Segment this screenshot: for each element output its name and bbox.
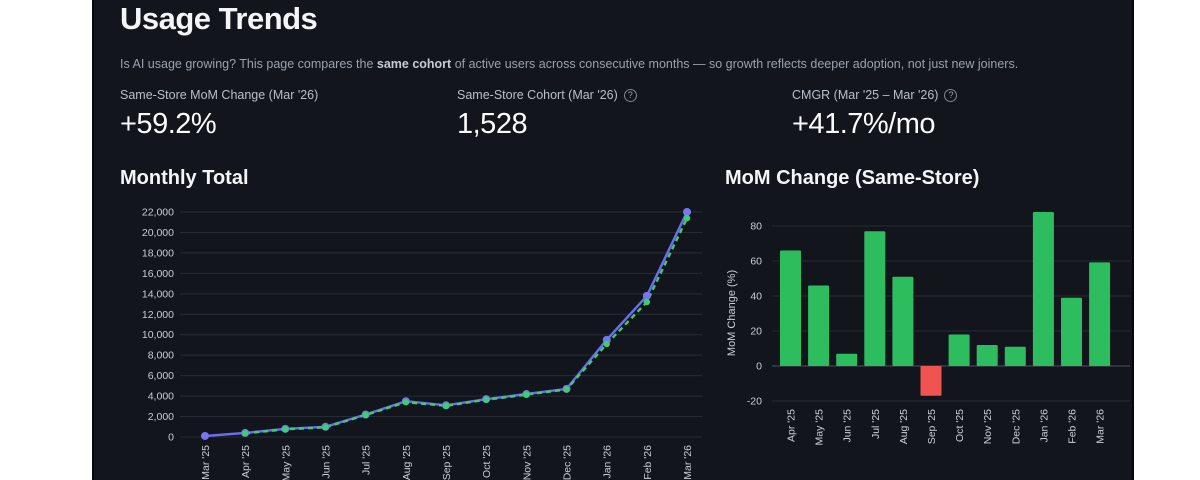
bar-jul-25 <box>864 231 886 366</box>
kpi-same-store-mom-change: Same-Store MoM Change (Mar '26) +59.2% <box>120 88 318 141</box>
bar-apr-25 <box>780 250 801 366</box>
axis-tick-label: 8,000 <box>148 350 174 362</box>
subtitle-text-suffix: of active users across consecutive month… <box>451 57 1019 71</box>
bar-sep-25 <box>920 366 942 396</box>
axis-tick-label: Mar '26 <box>1095 409 1107 444</box>
axis-tick-label: 16,000 <box>142 268 174 280</box>
axis-tick-label: May '25 <box>814 409 826 446</box>
axis-tick-label: Sep '25 <box>441 445 453 480</box>
data-point-same-store-cohort <box>523 391 530 398</box>
axis-tick-label: Mar '25 <box>200 445 212 480</box>
axis-tick-label: May '25 <box>280 445 292 480</box>
axis-tick-label: 2,000 <box>148 411 174 423</box>
axis-tick-label: 60 <box>750 256 762 268</box>
axis-tick-label: 10,000 <box>142 329 174 341</box>
data-point-same-store-cohort <box>643 298 651 306</box>
help-icon[interactable]: ? <box>623 88 637 102</box>
bar-jan-26 <box>1032 212 1054 366</box>
axis-tick-label: Jun '25 <box>321 445 333 479</box>
line-series-same-store-cohort <box>245 217 689 435</box>
axis-tick-label: Oct '25 <box>954 409 966 442</box>
data-point-monthly-total <box>683 208 692 216</box>
bar-aug-25 <box>892 276 914 366</box>
axis-tick-label: Apr '25 <box>786 409 798 442</box>
bar-mar-26 <box>1089 262 1111 366</box>
axis-tick-label: Nov '25 <box>521 445 533 480</box>
kpi-label: Same-Store MoM Change (Mar '26) <box>120 88 319 102</box>
charts-canvas: 0 2,000 4,000 6,000 8,000 10,000 12,000 14,000 1… <box>142 207 1130 480</box>
data-point-monthly-total <box>201 431 209 440</box>
data-point-same-store-cohort <box>683 214 691 222</box>
axis-tick-label: 22,000 <box>142 207 174 219</box>
axis-tick-label: Aug '25 <box>401 445 413 480</box>
kpi-label: Same-Store Cohort (Mar '26)? <box>457 88 637 102</box>
axis-tick-label: Jul '25 <box>870 409 882 439</box>
data-point-same-store-cohort <box>241 430 249 437</box>
bar-jun-25 <box>836 353 858 366</box>
axis-tick-label: 20 <box>750 326 762 338</box>
axis-tick-label: 40 <box>750 291 762 303</box>
y-axis-title: MoM Change (%) <box>726 270 738 356</box>
data-point-same-store-cohort <box>442 402 450 410</box>
axis-tick-label: Feb '26 <box>642 445 654 480</box>
kpi-same-store-cohort: Same-Store Cohort (Mar '26)? 1,528 <box>457 88 637 141</box>
data-point-same-store-cohort <box>322 424 329 431</box>
axis-tick-label: Jan '26 <box>602 445 614 479</box>
page-title: Usage Trends <box>120 1 318 36</box>
axis-tick-label: -20 <box>747 396 762 408</box>
bar-may-25 <box>808 285 830 366</box>
mom-change-chart-title: MoM Change (Same-Store) <box>725 167 980 189</box>
data-point-same-store-cohort <box>402 399 410 406</box>
axis-tick-label: Sep '25 <box>926 409 938 444</box>
axis-tick-label: Aug '25 <box>898 409 910 444</box>
axis-tick-label: Dec '25 <box>562 445 574 480</box>
axis-tick-label: Mar '26 <box>682 445 694 480</box>
axis-tick-label: 4,000 <box>148 391 174 403</box>
kpi-cmgr: CMGR (Mar '25 – Mar '26)? +41.7%/mo <box>792 88 958 141</box>
usage-trends-panel: Usage Trends Is AI usage growing? This p… <box>92 0 1134 480</box>
axis-tick-label: Jul '25 <box>361 445 373 475</box>
axis-tick-label: 14,000 <box>142 288 174 300</box>
help-icon[interactable]: ? <box>944 88 958 102</box>
bar-oct-25 <box>948 334 970 366</box>
data-point-same-store-cohort <box>603 340 610 348</box>
data-point-same-store-cohort <box>563 386 570 393</box>
axis-tick-label: 6,000 <box>148 370 174 382</box>
axis-tick-label: 0 <box>756 361 762 373</box>
monthly-total-chart-title: Monthly Total <box>120 167 249 189</box>
kpi-value: +59.2% <box>120 108 217 140</box>
axis-tick-label: Jan '26 <box>1038 409 1050 443</box>
bar-dec-25 <box>1004 346 1026 366</box>
kpi-value: 1,528 <box>457 108 528 140</box>
axis-tick-label: Jun '25 <box>842 409 854 443</box>
axis-tick-label: 18,000 <box>142 247 174 259</box>
axis-tick-label: Apr '25 <box>240 445 252 478</box>
data-point-same-store-cohort <box>282 426 289 433</box>
kpi-label: CMGR (Mar '25 – Mar '26)? <box>792 88 958 102</box>
data-point-monthly-total <box>642 291 651 300</box>
axis-tick-label: Oct '25 <box>481 445 493 478</box>
kpi-value: +41.7%/mo <box>792 108 936 140</box>
axis-tick-label: 80 <box>750 221 762 233</box>
axis-tick-label: 0 <box>168 432 174 444</box>
axis-tick-label: Dec '25 <box>1010 409 1022 444</box>
subtitle-bold-text: same cohort <box>376 57 452 71</box>
axis-tick-label: Nov '25 <box>982 409 994 444</box>
data-point-same-store-cohort <box>362 411 369 419</box>
bar-nov-25 <box>976 345 998 366</box>
bar-feb-26 <box>1061 297 1082 366</box>
page-subtitle: Is AI usage growing? This page compares … <box>120 57 1018 71</box>
subtitle-text: Is AI usage growing? This page compares … <box>120 57 377 71</box>
data-point-same-store-cohort <box>482 396 490 403</box>
axis-tick-label: Feb '26 <box>1067 409 1079 444</box>
axis-tick-label: 20,000 <box>142 227 174 239</box>
axis-tick-label: 12,000 <box>142 309 174 321</box>
